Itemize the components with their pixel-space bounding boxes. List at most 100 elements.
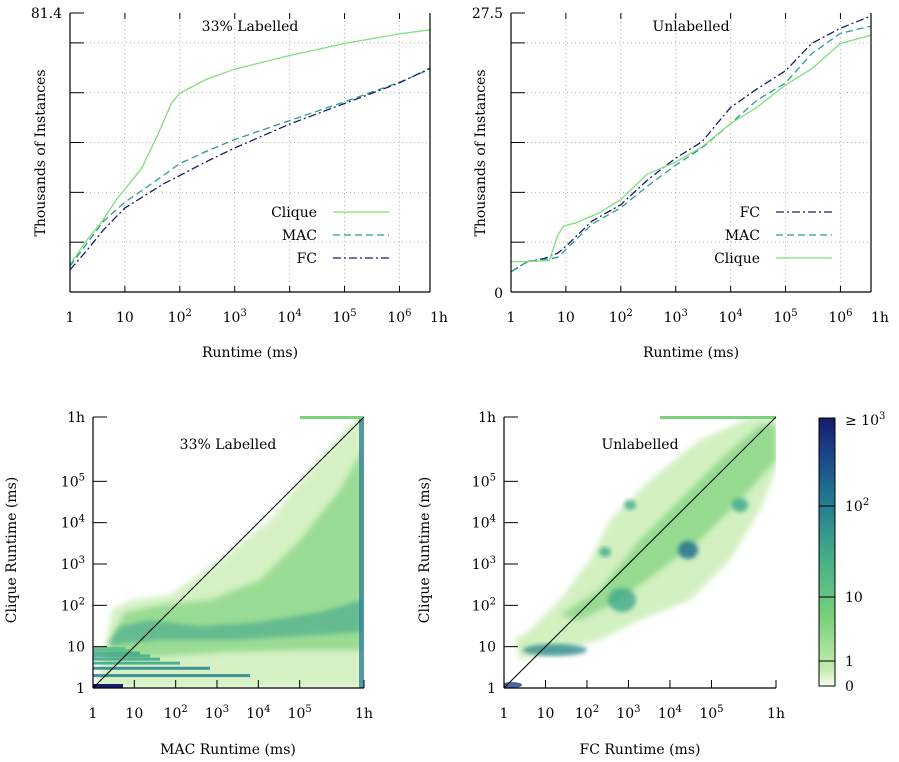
chart-title: Unlabelled (652, 19, 729, 35)
series-line-mac (511, 25, 872, 273)
x-axis-label: FC Runtime (ms) (580, 742, 701, 758)
x-tick-label: 106 (828, 308, 852, 326)
legend: Clique MAC FC (271, 205, 389, 267)
tick-label-exponent: 6 (846, 308, 852, 319)
tick-label-base: 10 (61, 557, 79, 573)
x-tick-label: 1 (500, 706, 509, 722)
x-tick-label: 1h (767, 706, 785, 722)
tick-label-base: 10 (616, 706, 634, 722)
y-tick-label: 1 (487, 681, 496, 697)
tick-label-exponent: 5 (305, 704, 311, 715)
y-tick-label: 1 (76, 681, 85, 697)
x-tick-label: 1 (507, 310, 516, 326)
x-tick-label: 102 (609, 308, 633, 326)
density-band (93, 647, 125, 651)
series-line-fc (70, 67, 431, 271)
tick-label-base: 10 (168, 310, 186, 326)
density-blob-100 (608, 588, 636, 612)
y-tick-label: 105 (472, 472, 496, 490)
tick-label-base: 10 (472, 474, 490, 490)
heatmap-density (504, 416, 776, 688)
colorbar-tick-label: 0 (845, 679, 854, 695)
y-tick-label: 104 (61, 514, 85, 532)
tick-label-base: 10 (609, 310, 627, 326)
density-blob-1e4 (678, 541, 698, 559)
tick-label-base: 10 (246, 706, 264, 722)
tick-label-exponent: 4 (676, 704, 682, 715)
x-tick-label: 1h (871, 310, 889, 326)
density-cloud-core (560, 425, 776, 620)
tick-label-exponent: 2 (186, 308, 192, 319)
x-tick-label: 10 (116, 310, 134, 326)
x-tick-label: 10 (537, 706, 555, 722)
line-chart-unlabelled: Unlabelled 27.5 0 Thousands of Instances… (472, 6, 889, 361)
tick-label-base: 10 (61, 516, 79, 532)
x-tick-label: 1h (430, 310, 448, 326)
tick-label-exponent: 2 (863, 497, 869, 508)
y-tick-label: 103 (472, 555, 496, 573)
colorbar-tick-label: ≥ 103 (845, 411, 885, 429)
legend-label-mac: MAC (282, 228, 317, 244)
tick-label-exponent: 4 (490, 514, 496, 525)
y-tick-label: 1h (478, 410, 496, 426)
tick-label-exponent: 2 (490, 596, 496, 607)
tick-label-exponent: 5 (717, 704, 723, 715)
tick-label-base: ≥ 10 (845, 413, 879, 429)
colorbar-tick-label: 1 (845, 654, 854, 670)
density-band (93, 674, 250, 678)
tick-label-exponent: 5 (79, 472, 85, 483)
tick-label-base: 10 (205, 706, 223, 722)
series-line-clique (70, 29, 431, 265)
x-tick-label: 102 (168, 308, 192, 326)
tick-label-base: 10 (773, 310, 791, 326)
tick-label-base: 10 (828, 310, 846, 326)
tick-label-base: 10 (278, 310, 296, 326)
legend: FC MAC Clique (714, 205, 832, 267)
x-tick-label: 105 (332, 308, 356, 326)
tick-label-exponent: 3 (490, 555, 496, 566)
x-tick-label: 105 (773, 308, 797, 326)
y-tick-label: 105 (61, 472, 85, 490)
edge-row-1h (300, 416, 364, 419)
y-tick-label-top: 81.4 (31, 6, 62, 22)
tick-label-exponent: 4 (736, 308, 742, 319)
density-blob-small-a (599, 547, 611, 557)
tick-label-exponent: 5 (490, 472, 496, 483)
y-tick-label: 1h (67, 410, 85, 426)
x-tick-label: 104 (246, 704, 270, 722)
y-axis-label: Thousands of Instances (473, 69, 489, 236)
x-tick-label: 106 (387, 308, 411, 326)
x-tick-label: 103 (205, 704, 229, 722)
tick-label-exponent: 3 (681, 308, 687, 319)
tick-label-base: 10 (61, 474, 79, 490)
y-tick-label-top: 27.5 (472, 6, 503, 22)
axes (510, 12, 872, 293)
x-tick-label: 103 (223, 308, 247, 326)
colorbar-tick-label: 10 (845, 590, 863, 606)
x-tick-label: 102 (164, 704, 188, 722)
density-band (93, 661, 180, 665)
edge-column-1h (359, 418, 364, 688)
density-bands (93, 647, 250, 688)
x-tick-labels: 1 10 102 103 104 105 106 1h (507, 308, 889, 326)
tick-label-exponent: 3 (223, 704, 229, 715)
legend-label-fc: FC (297, 251, 317, 267)
legend-label-fc: FC (740, 205, 760, 221)
legend-label-clique: Clique (271, 205, 317, 221)
tick-label-exponent: 2 (79, 596, 85, 607)
y-axis-label: Clique Runtime (ms) (417, 477, 433, 623)
tick-label-base: 10 (223, 310, 241, 326)
tick-label-exponent: 2 (593, 704, 599, 715)
x-tick-label: 102 (575, 704, 599, 722)
x-axis-label: Runtime (ms) (643, 345, 739, 361)
y-tick-label: 102 (61, 596, 85, 614)
x-axis-label: MAC Runtime (ms) (160, 742, 296, 758)
density-blob-1e5 (732, 498, 748, 512)
axes (69, 12, 431, 293)
series-line-fc (511, 15, 872, 273)
tick-label-base: 10 (472, 598, 490, 614)
chart-title: 33% Labelled (180, 437, 277, 453)
tick-label-exponent: 2 (627, 308, 633, 319)
